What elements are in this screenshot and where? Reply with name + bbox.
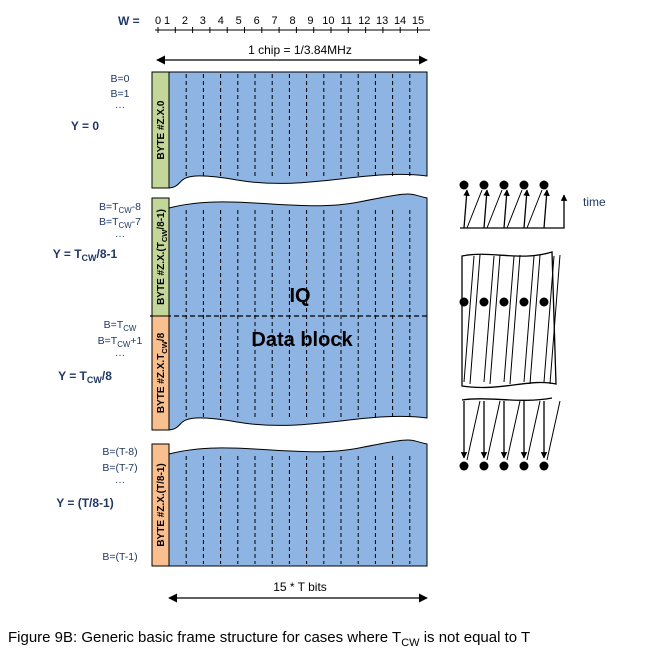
timing-diagonal <box>526 189 543 229</box>
column-index-6: 6 <box>254 15 260 27</box>
timing-diagonal <box>469 254 481 385</box>
timing-dot <box>539 180 549 190</box>
y-label-3: Y = (T/8-1) <box>56 496 113 510</box>
b-label-3-0: B=(T-8) <box>102 446 137 458</box>
column-index-15: 15 <box>412 15 424 27</box>
time-label: time <box>583 195 606 209</box>
y-label-2: Y = TCW/8 <box>58 369 112 385</box>
timing-dot <box>479 180 489 190</box>
timing-dot <box>519 297 529 307</box>
column-index-10: 10 <box>322 15 334 27</box>
b-label-1-0: B=TCW-8 <box>99 201 141 215</box>
column-index-0: 0 <box>155 15 161 27</box>
byte-bar-2 <box>151 315 170 431</box>
byte-label-0: BYTE #Z.X.0 <box>156 100 167 159</box>
data-block-top <box>168 71 428 189</box>
y-label-1: Y = TCW/8-1 <box>53 247 118 263</box>
data-block-group <box>150 71 428 567</box>
timing-diagonal <box>466 400 481 461</box>
byte-bar-group: BYTE #Z.X.0 BYTE #Z.X.(TCW/8-1) BYTE #Z.X.… <box>151 71 170 567</box>
timing-diagonal <box>546 400 561 461</box>
timing-dot <box>499 180 509 190</box>
column-index-3: 3 <box>200 15 206 27</box>
b-label-3-1: B=(T-7) <box>102 462 137 474</box>
timing-diagonal <box>486 400 501 461</box>
column-index-7: 7 <box>272 15 278 27</box>
timing-arrow-up <box>503 189 510 229</box>
b-label-1-1: B=TCW-7 <box>99 216 141 230</box>
b-label-0-0: B=0 <box>111 73 130 85</box>
column-index-11: 11 <box>341 15 352 27</box>
byte-bar-0 <box>151 71 170 189</box>
byte-bar-3 <box>151 443 170 567</box>
column-index-14: 14 <box>394 15 406 27</box>
timing-diagonal <box>466 189 483 229</box>
timing-dot <box>499 297 509 307</box>
timing-diagonal <box>523 255 535 383</box>
time-axis <box>460 194 568 229</box>
b-label-2-1: B=TCW+1 <box>98 335 143 349</box>
timing-middle-frame <box>461 251 557 389</box>
data-block-middle <box>168 193 428 431</box>
byte-label-1: BYTE #Z.X.(TCW/8-1) <box>156 209 169 305</box>
data-block-bottom <box>168 439 428 567</box>
timing-dot <box>459 297 469 307</box>
timing-dot <box>479 461 489 471</box>
timing-diagonal <box>503 255 515 383</box>
column-index-12: 12 <box>358 15 370 27</box>
b-label-0-1: B=1 <box>111 88 130 100</box>
chip-label: 1 chip = 1/3.84MHz <box>248 43 352 57</box>
timing-diagonal <box>543 255 555 383</box>
timing-diagonal <box>549 254 561 385</box>
timing-diagonal <box>526 400 541 461</box>
timing-diagonal <box>486 189 503 229</box>
b-label-1-2: … <box>115 228 126 240</box>
b-label-2-0: B=TCW <box>104 319 137 333</box>
timing-diagonal <box>506 400 521 461</box>
timing-diagonal <box>529 254 541 385</box>
timing-arrow-up <box>483 189 490 229</box>
byte-label-3: BYTE #Z.X.(T/8-1) <box>156 463 167 546</box>
timing-dot <box>459 461 469 471</box>
timing-dot <box>539 297 549 307</box>
column-index-2: 2 <box>182 15 188 27</box>
column-index-5: 5 <box>236 15 242 27</box>
column-index-9: 9 <box>307 15 313 27</box>
b-label-3-2: … <box>115 474 126 486</box>
b-label-0-2: … <box>115 99 126 111</box>
b-label-3-3: B=(T-1) <box>102 551 137 563</box>
timing-dot <box>459 180 469 190</box>
timing-arrow-up <box>463 189 470 229</box>
byte-label-2: BYTE #Z.X.TCW/8 <box>156 332 169 413</box>
data-block-label: Data block <box>251 329 353 351</box>
timing-diagonal <box>489 254 501 385</box>
iq-label: IQ <box>289 285 310 307</box>
timing-diagonal <box>483 255 495 383</box>
column-index-8: 8 <box>289 15 295 27</box>
timing-dot <box>479 297 489 307</box>
b-label-2-2: … <box>115 347 126 359</box>
timing-bottom-top <box>461 397 553 401</box>
timing-diagonal <box>463 255 475 383</box>
timing-arrow-up <box>523 189 530 229</box>
bits-label: 15 * T bits <box>273 580 327 594</box>
timing-dot <box>519 180 529 190</box>
figure-caption: Figure 9B: Generic basic frame structure… <box>8 629 530 649</box>
timing-arrow-up <box>543 189 550 229</box>
timing-illustration <box>459 180 568 471</box>
column-index-row: 0 1 2 3 4 5 6 7 8 9 10 11 12 13 14 15 <box>155 15 424 33</box>
w-label: W = <box>118 14 140 28</box>
column-index-13: 13 <box>376 15 388 27</box>
timing-diagonal <box>509 254 521 385</box>
column-index-1: 1 <box>164 15 170 27</box>
timing-dot <box>539 461 549 471</box>
column-index-4: 4 <box>218 15 224 27</box>
timing-diagonal <box>506 189 523 229</box>
left-label-group: Y = 0B=0B=1…Y = TCW/8-1B=TCW-8B=TCW-7…Y … <box>53 73 143 563</box>
timing-dot <box>499 461 509 471</box>
y-label-0: Y = 0 <box>71 119 99 133</box>
timing-dot <box>519 461 529 471</box>
